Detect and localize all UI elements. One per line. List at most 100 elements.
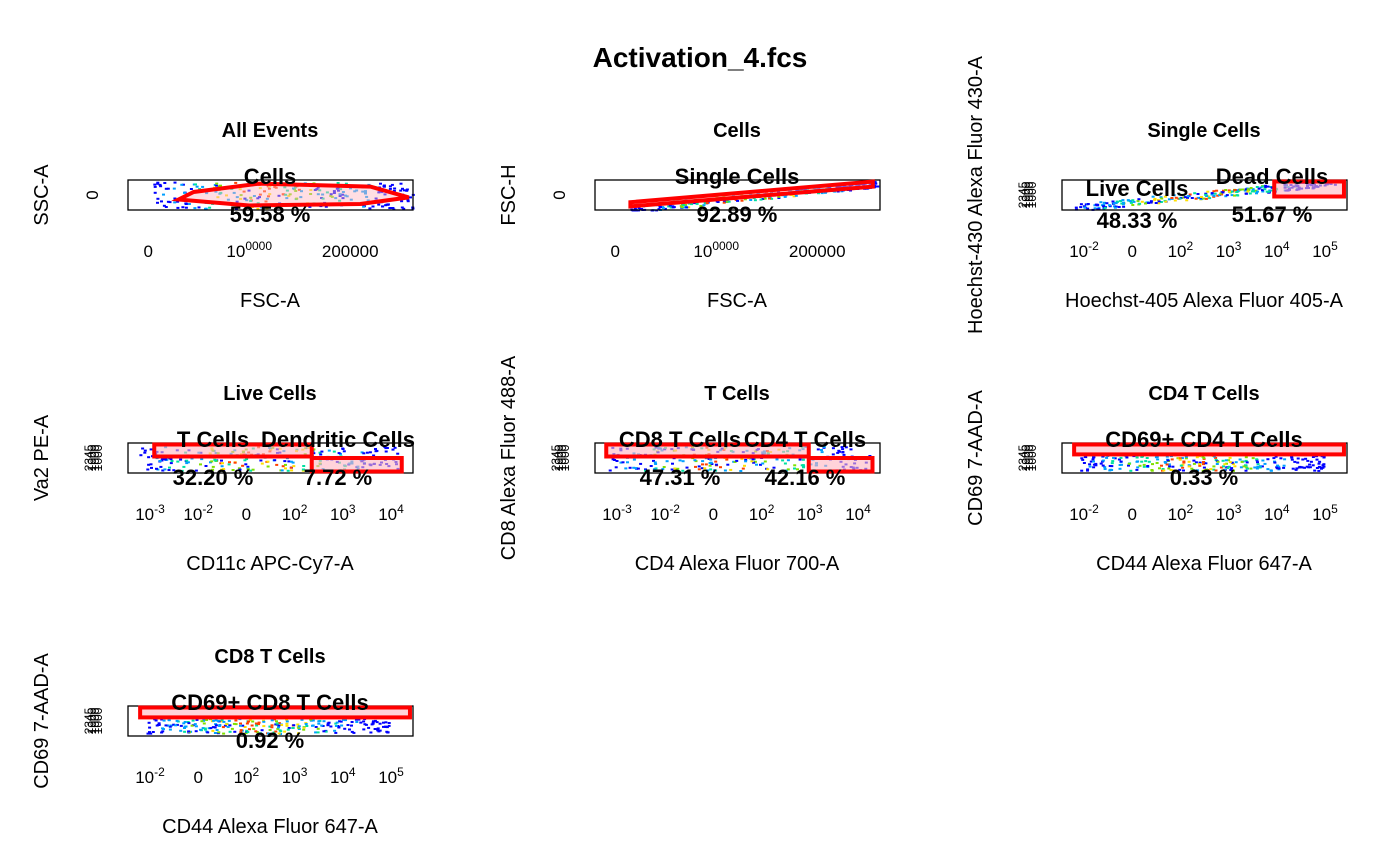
y-tick-label: 2345 — [549, 444, 563, 471]
event-point — [198, 188, 202, 191]
event-point — [350, 721, 354, 723]
event-point — [722, 201, 726, 204]
event-point — [1233, 465, 1237, 468]
event-point — [699, 205, 703, 207]
event-point — [1204, 192, 1208, 195]
event-point — [1194, 197, 1198, 200]
panel-all-events: All Events 0 100000 200000 0 FSC-A SSC-A Cells 5… — [31, 120, 415, 312]
event-point — [365, 451, 369, 454]
event-point — [280, 469, 284, 472]
event-point — [259, 459, 263, 462]
event-point — [301, 469, 305, 472]
event-point — [248, 719, 252, 722]
event-point — [1082, 205, 1086, 208]
event-point — [405, 188, 409, 191]
gate-name-label: CD4 T Cells — [744, 427, 866, 452]
event-point — [1086, 469, 1089, 472]
event-point — [359, 721, 363, 724]
event-point — [820, 192, 824, 195]
event-point — [1114, 205, 1118, 208]
event-point — [1246, 190, 1250, 193]
event-point — [376, 728, 380, 731]
event-point — [228, 730, 232, 733]
event-point — [709, 468, 713, 471]
event-point — [1246, 188, 1250, 191]
event-point — [1132, 200, 1136, 203]
gate-percent-label: 7.72 % — [304, 465, 373, 490]
event-point — [349, 187, 352, 190]
gate-percent-label: 32.20 % — [173, 465, 254, 490]
event-point — [687, 206, 691, 209]
y-tick-label: 1000 — [91, 444, 105, 471]
event-point — [1166, 459, 1170, 462]
gate-name-label: Dendritic Cells — [261, 427, 415, 452]
event-point — [1169, 469, 1173, 471]
event-point — [701, 460, 705, 463]
event-point — [143, 449, 147, 452]
event-point — [195, 185, 199, 188]
event-point — [793, 467, 796, 470]
event-point — [1125, 456, 1129, 459]
event-point — [635, 467, 639, 470]
event-point — [399, 182, 403, 185]
event-point — [848, 185, 852, 188]
event-point — [1177, 193, 1181, 196]
event-point — [265, 207, 269, 210]
event-point — [316, 731, 320, 734]
event-point — [1212, 194, 1216, 197]
panel-title: CD4 T Cells — [1148, 383, 1259, 405]
event-point — [1103, 468, 1107, 470]
event-point — [176, 206, 180, 209]
event-point — [729, 468, 733, 471]
event-point — [831, 447, 835, 450]
event-point — [337, 189, 340, 192]
event-point — [284, 467, 287, 470]
event-point — [164, 206, 168, 208]
event-point — [1256, 465, 1260, 468]
event-point — [1231, 463, 1235, 465]
event-point — [1149, 201, 1153, 204]
y-tick-label: 1000 — [88, 444, 102, 471]
event-point — [402, 207, 406, 210]
event-point — [1154, 202, 1158, 204]
event-point — [385, 203, 389, 206]
event-point — [409, 196, 412, 199]
event-point — [164, 187, 168, 190]
event-point — [1225, 462, 1228, 465]
event-point — [181, 206, 185, 209]
event-point — [1315, 458, 1319, 461]
event-point — [1140, 460, 1144, 463]
event-point — [1224, 189, 1228, 191]
event-point — [220, 468, 224, 471]
event-point — [1244, 469, 1248, 472]
gate-cells: Cells 59.58 % — [171, 164, 410, 227]
event-point — [176, 460, 180, 463]
gate-outline — [171, 181, 410, 208]
event-point — [247, 189, 251, 192]
event-point — [1206, 190, 1210, 193]
event-point — [353, 190, 357, 193]
event-point — [1113, 457, 1117, 460]
event-point — [1214, 456, 1218, 459]
event-point — [268, 729, 272, 731]
gate-live-cells: Live Cells 48.33 % — [1086, 176, 1189, 233]
event-point — [777, 197, 781, 199]
event-point — [1320, 467, 1323, 470]
event-point — [1113, 206, 1117, 209]
event-point — [1223, 463, 1227, 466]
event-point — [740, 457, 744, 460]
event-point — [194, 725, 198, 728]
event-point — [1222, 189, 1225, 192]
event-point — [162, 204, 166, 207]
event-point — [1108, 465, 1112, 467]
x-tick-label: 100000 — [226, 239, 272, 261]
event-point — [309, 718, 313, 721]
event-point — [202, 722, 206, 725]
event-point — [350, 730, 354, 733]
event-point — [332, 192, 336, 194]
event-point — [317, 722, 321, 725]
event-point — [258, 732, 262, 735]
event-point — [640, 208, 644, 210]
event-point — [862, 183, 866, 186]
event-point — [761, 462, 765, 465]
